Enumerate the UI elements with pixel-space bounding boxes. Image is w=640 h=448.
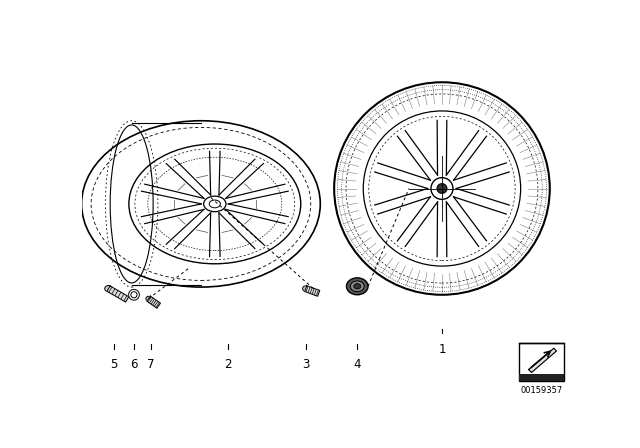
Bar [519,374,564,381]
Ellipse shape [437,184,447,194]
Ellipse shape [303,286,308,291]
Polygon shape [107,286,129,302]
Text: 2: 2 [224,358,232,371]
Text: 3: 3 [302,358,309,371]
Polygon shape [147,296,161,308]
Text: 00159357: 00159357 [520,386,563,395]
Ellipse shape [354,284,361,289]
Ellipse shape [346,278,368,295]
Text: 6: 6 [130,358,138,371]
Text: 7: 7 [147,358,155,371]
Text: 1: 1 [438,343,445,356]
Ellipse shape [146,296,151,301]
Ellipse shape [105,285,113,292]
Bar [519,343,564,381]
Ellipse shape [350,281,364,292]
Polygon shape [305,286,320,296]
Text: 5: 5 [110,358,118,371]
Polygon shape [529,348,556,373]
Text: 4: 4 [353,358,361,371]
